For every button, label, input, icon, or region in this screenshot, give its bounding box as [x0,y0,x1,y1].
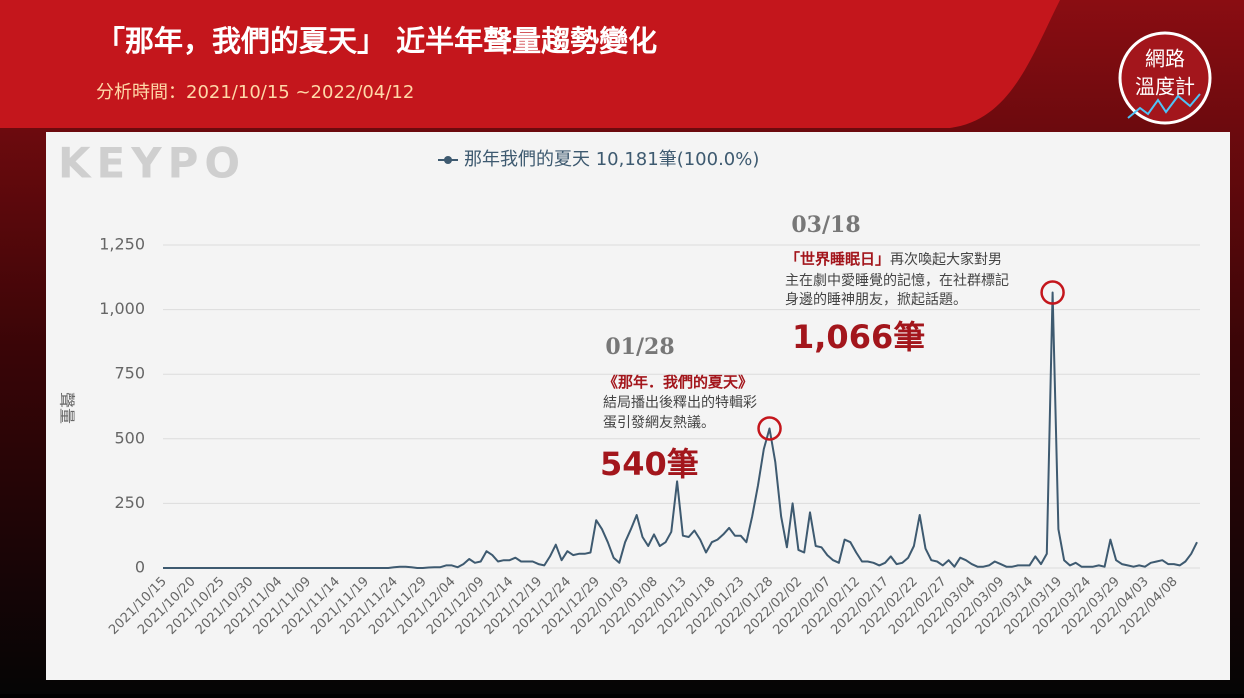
badge-text: 網路 [1145,47,1185,71]
title: 「那年，我們的夏天」 近半年聲量趨勢變化 [96,24,657,58]
y-tick-label: 500 [114,428,145,447]
legend-label: 那年我們的夏天 10,181筆(100.0%) [464,149,759,170]
highlight-circle [757,416,782,441]
badge-wave [1127,93,1201,119]
series-line [163,291,1198,569]
annotation-line: 再次喚起大家對男 [890,251,1002,268]
legend-marker [444,156,452,164]
annotation-count: 1,066筆 [792,318,925,356]
annotation-line: 蛋引發網友熱議。 [603,414,715,431]
panel [46,132,1230,680]
annotation-line: 主在劇中愛睡覺的記憶，在社群標記 [785,272,1009,289]
y-tick-label: 1,000 [99,299,145,318]
annotation-highlight: 《那年．我們的夏天》 [603,373,753,391]
annotation-count: 540筆 [600,445,699,483]
y-tick-label: 1,250 [99,235,145,254]
y-tick-label: 750 [114,364,145,383]
badge [1118,31,1212,125]
y-tick-label: 0 [135,558,145,577]
subtitle: 分析時間：2021/10/15 ~2022/04/12 [96,82,414,103]
annotation-date: 01/28 [605,334,674,360]
banner [0,0,1060,128]
y-axis-label: 聲量 [58,392,77,424]
annotation-text: 「世界睡眠日」再次喚起大家對男 [785,250,1002,268]
annotation-text: 主在劇中愛睡覺的記憶，在社群標記 身邊的睡神朋友，掀起話題。 [785,272,1013,308]
annotation-line: 身邊的睡神朋友，掀起話題。 [785,291,967,308]
annotation-highlight: 「世界睡眠日」 [785,250,890,268]
annotation-text: 結局播出後釋出的特輯彩 蛋引發網友熱議。 [603,395,761,431]
y-tick-label: 250 [114,493,145,512]
annotation-date: 03/18 [791,212,860,238]
annotation-line: 結局播出後釋出的特輯彩 [603,395,757,411]
brand: KEYPO [58,139,246,188]
badge-text: 溫度計 [1135,75,1195,99]
highlight-circle [1040,280,1065,305]
